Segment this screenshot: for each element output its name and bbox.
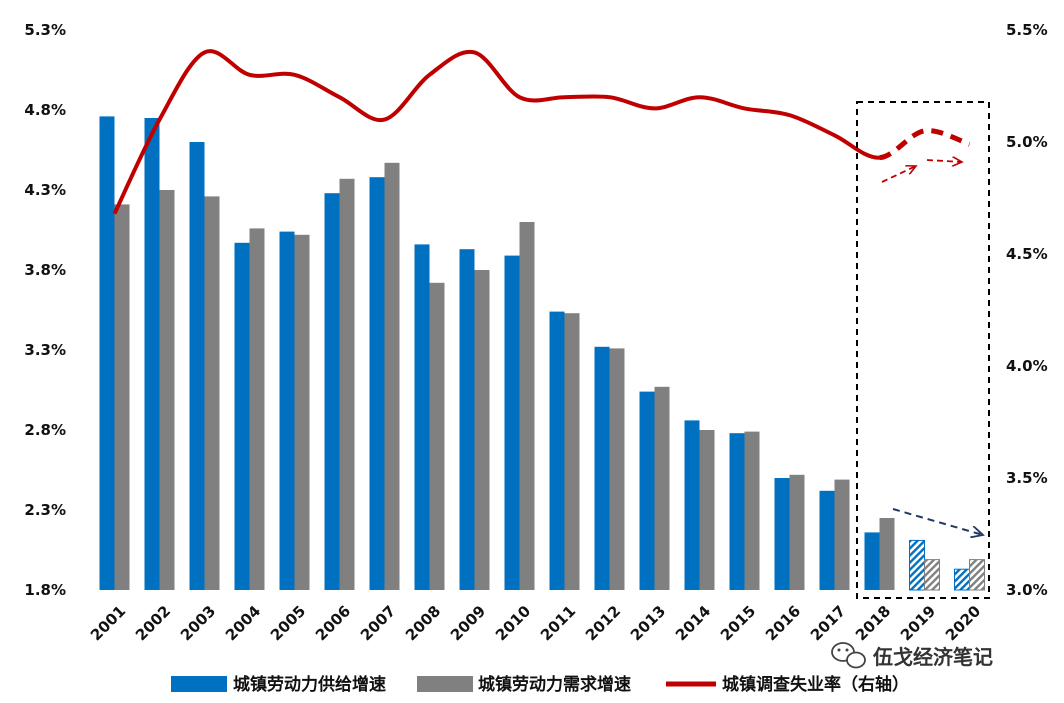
unemployment-line-forecast	[878, 128, 971, 161]
left-tick-label: 5.3%	[24, 21, 66, 39]
bar-demand-2004	[249, 228, 265, 590]
bar-supply-2007	[369, 177, 385, 590]
left-tick-label: 2.3%	[24, 501, 66, 519]
bar-demand-2015	[744, 431, 760, 590]
legend-swatch-supply	[171, 676, 227, 692]
bar-demand-2018	[879, 518, 895, 590]
bar-demand-2006	[339, 178, 355, 591]
bar-supply-2010	[504, 255, 520, 590]
legend-label-unemployment: 城镇调查失业率（右轴）	[722, 674, 909, 695]
left-tick-label: 4.8%	[24, 101, 66, 119]
legend-swatch-demand	[417, 676, 473, 692]
x-tick-label: 2003	[177, 602, 219, 644]
bar-supply-2015	[729, 433, 745, 590]
right-tick-label: 4.5%	[1006, 245, 1048, 263]
bar-supply-2008	[414, 244, 430, 590]
bar-demand-2017	[834, 479, 850, 590]
watermark-text: 伍戈经济笔记	[872, 645, 993, 669]
bar-demand-2014	[699, 430, 715, 590]
bar-demand-2003	[204, 196, 220, 590]
right-tick-label: 3.5%	[1006, 469, 1048, 487]
forecast-arrow-navy	[892, 508, 983, 535]
bar-supply-2012	[594, 346, 610, 590]
x-tick-label: 2015	[717, 602, 759, 644]
bar-series	[99, 116, 985, 591]
legend: 城镇劳动力供给增速 城镇劳动力需求增速 城镇调查失业率（右轴）	[171, 674, 909, 695]
x-tick-label: 2007	[357, 602, 399, 644]
bar-demand-2019	[924, 559, 940, 591]
bar-demand-2010	[519, 222, 535, 590]
x-tick-label: 2014	[672, 602, 714, 644]
bar-supply-2001	[99, 116, 115, 591]
x-tick-label: 2011	[537, 602, 579, 644]
x-axis: 2001 2002 2003 2004 2005 2006 2007 2008 2009 2010…	[87, 602, 984, 644]
x-tick-label: 2020	[942, 602, 984, 644]
right-tick-label: 4.0%	[1006, 357, 1048, 375]
bar-supply-2005	[279, 231, 295, 590]
x-tick-label: 2018	[852, 602, 894, 644]
bar-demand-2002	[159, 190, 175, 590]
bar-demand-2012	[609, 348, 625, 590]
left-tick-label: 1.8%	[24, 581, 66, 599]
forecast-arrow-red-2	[926, 160, 962, 162]
bar-supply-2019	[909, 539, 925, 591]
bar-supply-2011	[549, 311, 565, 590]
x-tick-label: 2010	[492, 602, 534, 644]
bar-demand-2007	[384, 162, 400, 591]
bar-supply-2009	[459, 249, 475, 590]
right-tick-label: 5.5%	[1006, 21, 1048, 39]
forecast-arrow-red-1	[881, 166, 916, 183]
left-tick-label: 3.8%	[24, 261, 66, 279]
left-tick-label: 4.3%	[24, 181, 66, 199]
bar-supply-2017	[819, 490, 835, 590]
left-y-axis: 1.8% 2.3% 2.8% 3.3% 3.8% 4.3% 4.8% 5.3%	[24, 21, 66, 599]
bar-supply-2016	[774, 478, 790, 590]
x-tick-label: 2008	[402, 602, 444, 644]
x-tick-label: 2009	[447, 602, 489, 644]
line-series	[112, 49, 971, 215]
x-tick-label: 2006	[312, 602, 354, 644]
bar-demand-2016	[789, 474, 805, 590]
bar-demand-2020	[969, 559, 985, 591]
x-tick-label: 2005	[267, 602, 309, 644]
bar-supply-2020	[954, 568, 970, 591]
bar-demand-2005	[294, 234, 310, 591]
right-tick-label: 3.0%	[1006, 581, 1048, 599]
bar-demand-2011	[564, 313, 580, 590]
x-tick-label: 2019	[897, 602, 939, 644]
wechat-icon	[831, 642, 866, 669]
watermark: 伍戈经济笔记	[831, 642, 993, 669]
legend-label-demand: 城镇劳动力需求增速	[478, 674, 631, 695]
left-tick-label: 3.3%	[24, 341, 66, 359]
x-tick-label: 2002	[132, 602, 174, 644]
legend-label-supply: 城镇劳动力供给增速	[233, 674, 386, 695]
unemployment-line	[112, 49, 880, 215]
forecast-box	[856, 101, 990, 599]
bar-supply-2002	[144, 118, 160, 590]
bar-supply-2004	[234, 242, 250, 591]
left-tick-label: 2.8%	[24, 421, 66, 439]
bar-supply-2006	[324, 193, 340, 590]
right-y-axis: 3.0% 3.5% 4.0% 4.5% 5.0% 5.5%	[1006, 21, 1048, 599]
bar-demand-2001	[114, 204, 130, 590]
bar-supply-2003	[189, 142, 205, 590]
x-tick-label: 2017	[807, 602, 849, 644]
bar-demand-2013	[654, 386, 670, 590]
bar-supply-2013	[639, 391, 655, 590]
bar-demand-2009	[474, 270, 490, 590]
bar-demand-2008	[429, 282, 445, 590]
bar-supply-2018	[864, 532, 880, 590]
x-tick-label: 2013	[627, 602, 669, 644]
x-tick-label: 2001	[87, 602, 129, 644]
x-tick-label: 2016	[762, 602, 804, 644]
bar-supply-2014	[684, 420, 700, 590]
x-tick-label: 2004	[222, 602, 264, 644]
x-tick-label: 2012	[582, 602, 624, 644]
right-tick-label: 5.0%	[1006, 133, 1048, 151]
